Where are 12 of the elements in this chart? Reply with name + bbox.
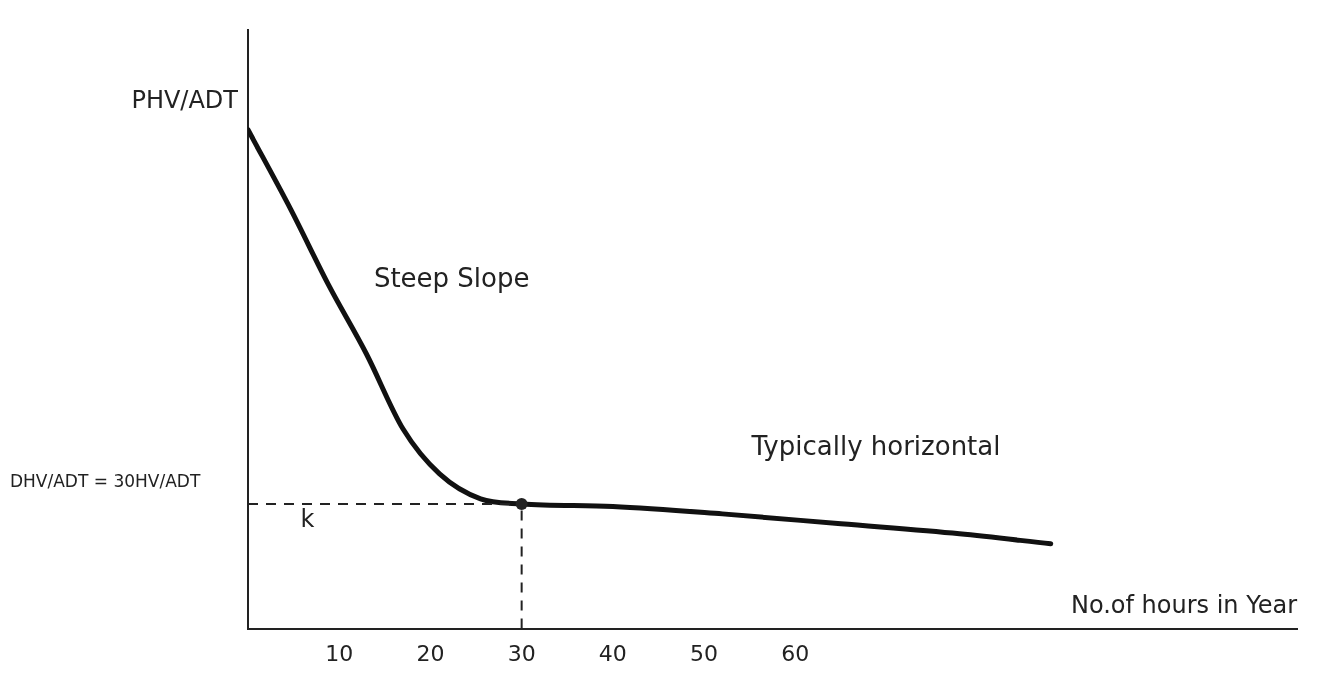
annotation: k: [300, 505, 315, 534]
x-tick-label: 60: [781, 640, 810, 666]
x-axis-title: No.of hours in Year: [1070, 590, 1298, 619]
x-tick-label: 30: [507, 640, 536, 666]
x-tick-label: 10: [325, 640, 354, 666]
x-tick-label: 20: [416, 640, 445, 666]
x-tick-label: 50: [690, 640, 719, 666]
text: DHV/ADT = 30HV/ADT: [10, 470, 201, 491]
annotation: Typically horizontal: [750, 430, 1001, 461]
y-axis-title: PHV/ADT: [131, 86, 239, 115]
x-tick-label: 40: [598, 640, 627, 666]
annotation: Steep Slope: [373, 263, 530, 294]
